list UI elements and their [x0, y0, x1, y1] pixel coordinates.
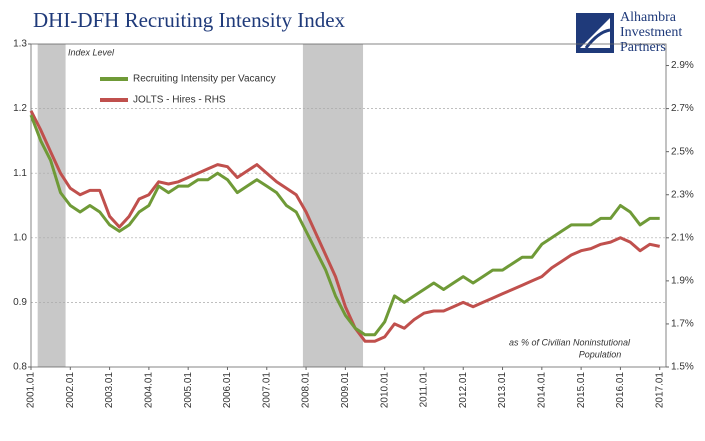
- plot-border: [30, 43, 667, 368]
- y2-tick-label: 1.7%: [671, 319, 694, 330]
- y-tick-label: 0.8: [13, 362, 27, 373]
- x-tick-label: 2007.01: [261, 372, 272, 409]
- y2-tick-label: 2.1%: [671, 232, 694, 243]
- x-tick-label: 2004.01: [144, 372, 155, 409]
- x-tick-label: 2006.01: [222, 372, 233, 409]
- y2-tick-label: 2.9%: [671, 60, 694, 71]
- y2-tick-label: 2.5%: [671, 146, 694, 157]
- y-tick-label: 0.9: [13, 297, 27, 308]
- annotation: Population: [579, 349, 622, 359]
- x-tick-label: 2001.01: [26, 372, 37, 409]
- x-tick-label: 2005.01: [183, 372, 194, 409]
- legend-label: Recruiting Intensity per Vacancy: [133, 74, 276, 85]
- logo-text: Alhambra: [620, 10, 677, 25]
- legend-label: JOLTS - Hires - RHS: [133, 95, 226, 106]
- y2-tick-label: 1.5%: [671, 362, 694, 373]
- x-tick-label: 2010.01: [379, 372, 390, 409]
- x-tick-label: 2013.01: [497, 372, 508, 409]
- x-tick-label: 2016.01: [615, 372, 626, 409]
- y2-tick-label: 1.9%: [671, 276, 694, 287]
- y2-tick-label: 2.7%: [671, 103, 694, 114]
- x-tick-label: 2003.01: [104, 372, 115, 409]
- annotation: as % of Civilian Noninstutional: [509, 337, 631, 347]
- y-tick-label: 1.3: [13, 39, 27, 50]
- logo-text: Partners: [620, 40, 666, 55]
- x-tick-label: 2012.01: [458, 372, 469, 409]
- chart-title: DHI-DFH Recruiting Intensity Index: [33, 8, 346, 32]
- x-tick-label: 2002.01: [65, 372, 76, 409]
- y-tick-label: 1.2: [13, 103, 27, 114]
- recession-shade: [37, 44, 66, 367]
- series-line: [29, 114, 660, 337]
- logo-text: Investment: [620, 25, 682, 40]
- x-tick-label: 2017.01: [654, 372, 665, 409]
- x-tick-label: 2014.01: [536, 372, 547, 409]
- x-tick-label: 2011.01: [419, 372, 430, 408]
- x-tick-label: 2015.01: [576, 372, 587, 409]
- y-tick-label: 1.1: [13, 168, 27, 179]
- x-tick-label: 2008.01: [301, 372, 312, 409]
- x-tick-label: 2009.01: [340, 372, 351, 409]
- recession-shade: [302, 44, 364, 367]
- y2-tick-label: 2.3%: [671, 189, 694, 200]
- y-tick-label: 1.0: [13, 232, 27, 243]
- y-axis-label: Index Level: [68, 47, 115, 57]
- logo-icon: [576, 13, 614, 53]
- series-line: [29, 110, 661, 343]
